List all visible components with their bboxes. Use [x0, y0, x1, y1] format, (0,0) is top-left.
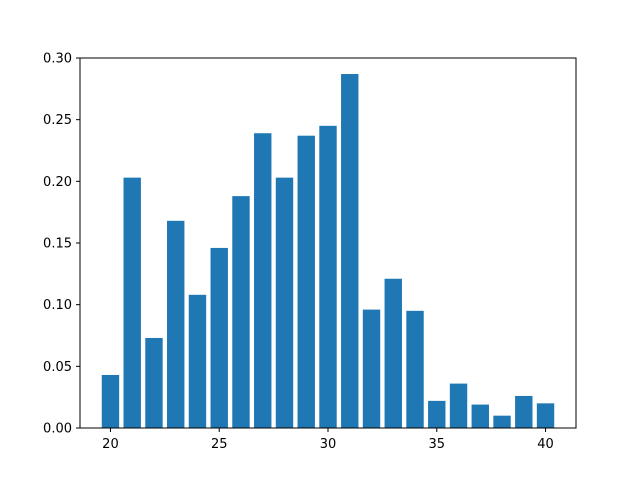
bar-25 — [210, 247, 228, 428]
y-tick-label: 0.20 — [43, 175, 72, 190]
x-tick-label: 30 — [320, 437, 337, 452]
x-tick-label: 40 — [537, 437, 554, 452]
y-tick-label: 0.10 — [43, 298, 72, 313]
bar-40 — [536, 403, 555, 428]
y-tick-label: 0.25 — [43, 113, 72, 128]
bar-31 — [341, 74, 359, 428]
x-tick-label: 20 — [102, 437, 119, 452]
x-axis: 20 25 30 35 40 — [102, 428, 554, 452]
bar-34 — [406, 310, 424, 428]
bar-26 — [232, 196, 250, 428]
bar-39 — [515, 395, 533, 428]
bar-22 — [145, 337, 163, 428]
bar-24 — [188, 294, 207, 428]
bar-21 — [123, 177, 141, 428]
bar-33 — [384, 278, 402, 428]
bar-27 — [254, 133, 272, 429]
bar-28 — [275, 177, 294, 428]
bar-29 — [297, 135, 315, 428]
bar-20 — [101, 374, 120, 428]
bars-group — [101, 74, 555, 429]
x-tick-label: 35 — [428, 437, 445, 452]
bar-23 — [167, 220, 185, 428]
bar-32 — [362, 309, 381, 428]
bar-38 — [493, 415, 511, 428]
bar-30 — [319, 125, 337, 428]
bar-37 — [471, 404, 489, 428]
y-tick-label: 0.05 — [43, 360, 72, 375]
y-tick-label: 0.15 — [43, 237, 72, 252]
x-tick-label: 25 — [211, 437, 228, 452]
y-tick-label: 0.00 — [43, 422, 72, 437]
y-tick-label: 0.30 — [43, 52, 72, 67]
bar-36 — [449, 383, 468, 428]
bar-35 — [428, 400, 446, 428]
y-axis: 0.00 0.05 0.10 0.15 0.20 0.25 0.30 — [43, 52, 80, 437]
